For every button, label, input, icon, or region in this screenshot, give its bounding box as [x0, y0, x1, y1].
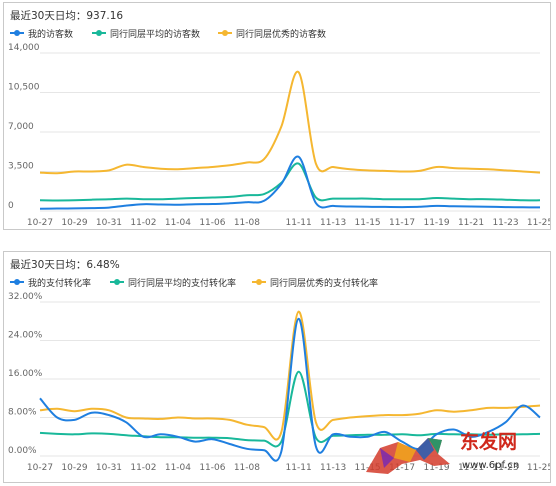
y-tick-label: 3,500	[8, 162, 34, 172]
legend-item-peer-top[interactable]: 同行同层优秀的支付转化率	[252, 275, 378, 289]
y-tick-label: 14,000	[8, 43, 40, 53]
x-tick-label: 11-17	[389, 463, 415, 473]
x-tick-label: 11-25	[527, 218, 550, 228]
y-tick-label: 8.00%	[8, 408, 37, 418]
legend-item-mine[interactable]: 我的访客数	[10, 26, 73, 40]
y-tick-label: 32.00%	[8, 292, 43, 302]
series-line-mine[interactable]	[39, 317, 541, 462]
x-tick-label: 10-31	[96, 463, 122, 473]
y-tick-label: 24.00%	[8, 331, 43, 341]
series-line-peer-top[interactable]	[39, 70, 541, 175]
x-tick-label: 11-02	[130, 218, 156, 228]
x-tick-label: 11-23	[492, 218, 518, 228]
series-line-peer-avg[interactable]	[39, 162, 541, 202]
legend-label: 同行同层优秀的支付转化率	[270, 278, 379, 289]
y-tick-label: 0.00%	[8, 446, 37, 456]
legend-swatch	[92, 29, 106, 37]
x-tick-label: 11-13	[320, 218, 346, 228]
series-line-mine[interactable]	[39, 155, 541, 210]
x-tick-label: 11-04	[165, 218, 191, 228]
x-tick-label: 11-02	[130, 463, 156, 473]
series-line-peer-avg[interactable]	[39, 370, 541, 448]
x-tick-label: 11-13	[320, 463, 346, 473]
legend-swatch	[10, 29, 24, 37]
x-tick-label: 11-15	[355, 463, 381, 473]
daily-average-label: 最近30天日均：937.16	[10, 10, 124, 22]
x-tick-label: 11-19	[423, 463, 449, 473]
conversion-chart-panel: 最近30天日均：6.48% 我的支付转化率 同行同层平均的支付转化率 同行同层优…	[3, 251, 551, 483]
daily-average-label: 最近30天日均：6.48%	[10, 259, 120, 271]
legend-item-mine[interactable]: 我的支付转化率	[10, 275, 91, 289]
x-tick-label: 11-11	[286, 218, 312, 228]
x-tick-label: 11-23	[492, 463, 518, 473]
watermark-logo: 东发网 www.6pf.cn	[366, 430, 519, 474]
x-tick-label: 10-27	[27, 463, 53, 473]
x-tick-label: 11-21	[458, 218, 484, 228]
x-tick-label: 11-21	[458, 463, 484, 473]
legend-label: 我的访客数	[28, 29, 74, 40]
y-tick-label: 10,500	[8, 83, 40, 93]
visitors-line-chart: 0 3,500 7,000 10,500 14,000 10-27 10-29 10-31 11…	[8, 43, 550, 228]
x-tick-label: 11-08	[234, 218, 260, 228]
x-tick-label: 10-29	[61, 463, 87, 473]
legend-swatch	[252, 278, 266, 286]
x-tick-label: 11-04	[165, 463, 191, 473]
x-tick-label: 11-11	[286, 463, 312, 473]
x-tick-label: 11-08	[234, 463, 260, 473]
visitors-chart-panel: 最近30天日均：937.16 我的访客数 同行同层平均的访客数 同行同层优秀的访…	[3, 2, 551, 230]
y-tick-label: 0	[8, 201, 14, 211]
x-tick-label: 11-06	[199, 463, 225, 473]
conversion-line-chart: 0.00% 8.00% 16.00% 24.00% 32.00% 10-27 10-29 10…	[8, 292, 550, 473]
series-line-peer-top[interactable]	[39, 310, 541, 441]
legend-label: 同行同层优秀的访客数	[236, 29, 327, 40]
legend-swatch	[10, 278, 24, 286]
legend-item-peer-avg[interactable]: 同行同层平均的支付转化率	[110, 275, 236, 289]
x-tick-label: 10-29	[61, 218, 87, 228]
legend-label: 同行同层平均的访客数	[110, 29, 201, 40]
legend-swatch	[218, 29, 232, 37]
y-tick-label: 16.00%	[8, 369, 43, 379]
x-tick-label: 11-15	[355, 218, 381, 228]
watermark-url: www.6pf.cn	[462, 460, 519, 471]
x-tick-label: 11-17	[389, 218, 415, 228]
x-tick-label: 10-31	[96, 218, 122, 228]
legend-item-peer-top[interactable]: 同行同层优秀的访客数	[218, 26, 326, 40]
x-tick-label: 11-25	[527, 463, 550, 473]
legend-label: 我的支付转化率	[28, 278, 92, 289]
legend-label: 同行同层平均的支付转化率	[128, 278, 237, 289]
legend-item-peer-avg[interactable]: 同行同层平均的访客数	[92, 26, 200, 40]
x-tick-label: 11-19	[423, 218, 449, 228]
y-tick-label: 7,000	[8, 122, 34, 132]
watermark-brand: 东发网	[460, 430, 517, 453]
legend-swatch	[110, 278, 124, 286]
x-tick-label: 10-27	[27, 218, 53, 228]
x-tick-label: 11-06	[199, 218, 225, 228]
